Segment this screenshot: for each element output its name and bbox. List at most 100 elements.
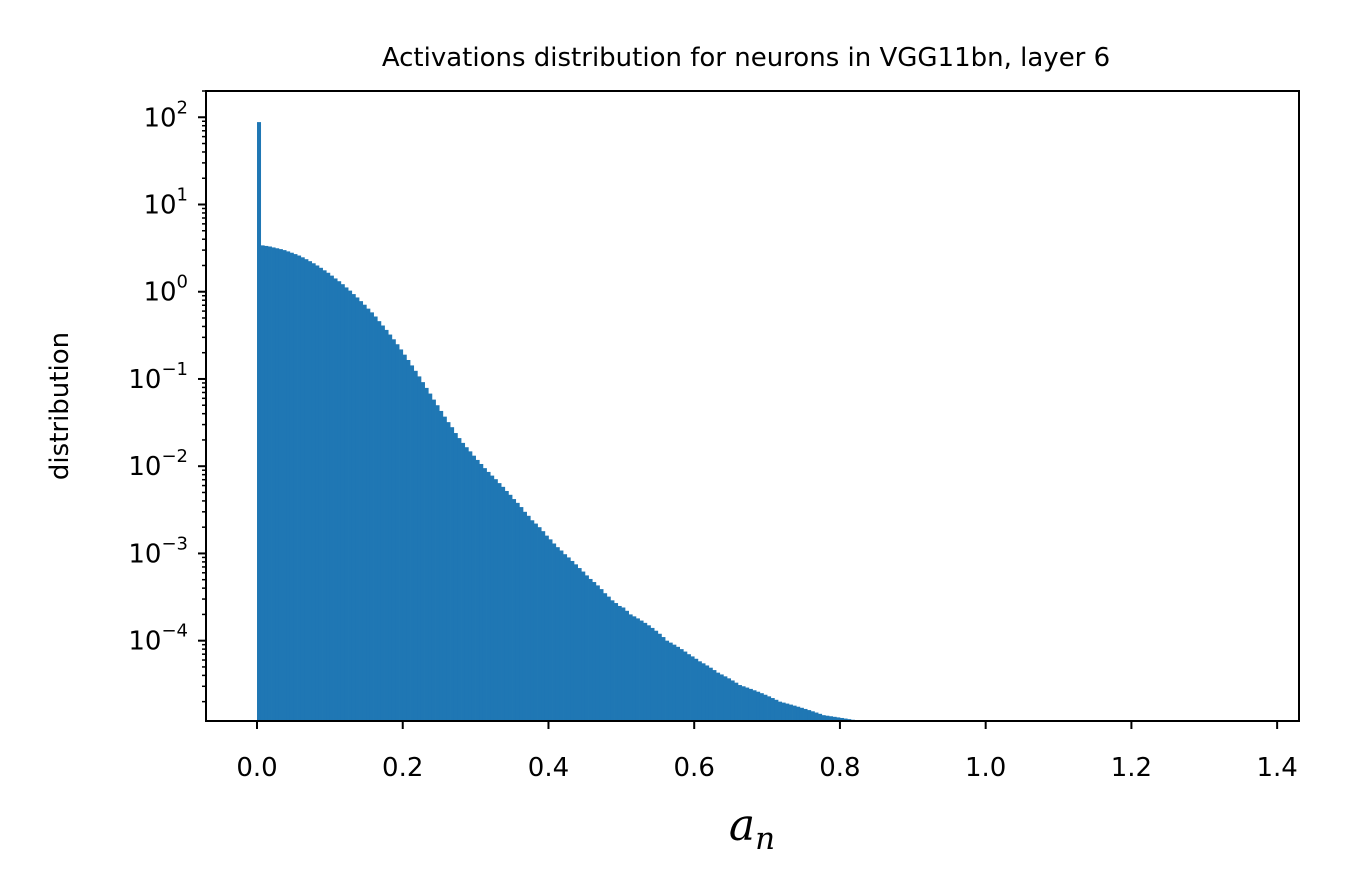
histogram-bar	[690, 656, 695, 721]
histogram-bar	[752, 690, 757, 721]
histogram-bar	[530, 520, 535, 721]
histogram-bar	[475, 459, 480, 721]
histogram-bar	[621, 607, 626, 721]
y-tick-label: 10−4	[128, 621, 188, 657]
histogram-bar	[767, 696, 772, 721]
histogram-bar	[486, 471, 491, 721]
histogram-bar	[657, 633, 662, 721]
x-tick-label: 1.0	[965, 753, 1006, 783]
histogram-bar	[723, 676, 728, 721]
histogram-bar	[533, 523, 538, 721]
histogram-bar	[646, 625, 651, 721]
histogram-bar	[792, 705, 797, 721]
histogram-bar	[380, 325, 385, 721]
histogram-bar	[391, 339, 396, 721]
y-tick-label: 100	[143, 272, 188, 308]
histogram-bar	[665, 640, 670, 721]
histogram-bar	[679, 649, 684, 721]
histogram-bar	[661, 637, 666, 721]
histogram-bar	[781, 702, 786, 721]
histogram-bar	[697, 661, 702, 721]
histogram-bar	[293, 254, 298, 721]
histogram-bar	[377, 321, 382, 721]
histogram-bar	[278, 249, 283, 722]
histogram-bar	[468, 451, 473, 721]
histogram-bar	[570, 560, 575, 721]
histogram-bar	[799, 707, 804, 721]
histogram-bar	[541, 531, 546, 721]
histogram-bar	[471, 455, 476, 721]
histogram-bar	[442, 416, 447, 721]
histogram-bar	[599, 589, 604, 721]
histogram-bar	[734, 682, 739, 721]
x-axis-label: an	[729, 800, 775, 857]
histogram-bar	[450, 427, 455, 721]
histogram-bar	[810, 711, 815, 721]
histogram-bar	[406, 359, 411, 721]
histogram-bar	[595, 585, 600, 721]
histogram-bar	[694, 658, 699, 721]
histogram-bar	[581, 571, 586, 721]
histogram-bar	[719, 674, 724, 721]
histogram-bar	[675, 646, 680, 721]
histogram-bar	[624, 610, 629, 721]
histogram-bar	[818, 713, 823, 721]
histogram-bar	[552, 543, 557, 721]
histogram-bar	[836, 717, 841, 721]
histogram-bar	[282, 250, 287, 722]
histogram-bar	[584, 575, 589, 721]
histogram-bar	[814, 712, 819, 721]
histogram-bar	[559, 550, 564, 721]
histogram-bar	[763, 694, 768, 721]
histogram-bar	[748, 688, 753, 721]
histogram-bar	[588, 578, 593, 721]
histogram-bar	[639, 620, 644, 721]
histogram-bar	[304, 259, 309, 721]
histogram-bar	[788, 704, 793, 721]
histogram-bar	[778, 701, 783, 721]
histogram-bar	[373, 316, 378, 721]
histogram-bar	[457, 438, 462, 721]
histogram-bar	[257, 122, 262, 722]
histogram-bar	[756, 691, 761, 721]
histogram-bar	[512, 499, 517, 721]
histogram-bar	[737, 685, 742, 721]
histogram-bar	[603, 593, 608, 721]
histogram-bar	[297, 255, 302, 721]
histogram-bar	[348, 290, 353, 721]
histogram-bar	[264, 245, 269, 721]
histogram-bar	[355, 297, 360, 721]
histogram-bar	[522, 511, 527, 721]
histogram-bar	[628, 614, 633, 721]
histogram-bar	[504, 490, 509, 721]
histogram-bar	[300, 257, 305, 721]
y-tick-label: 10−2	[128, 446, 188, 482]
histogram-bar	[395, 344, 400, 721]
x-tick-label: 0.8	[819, 753, 860, 783]
histogram-bar	[515, 502, 520, 721]
histogram-bar	[497, 483, 502, 721]
histogram-bar	[745, 687, 750, 721]
histogram-bar	[315, 265, 320, 721]
y-tick-label: 10−3	[128, 533, 188, 569]
histogram-bar	[410, 365, 415, 721]
histogram-bar	[708, 667, 713, 721]
histogram-bar	[712, 670, 717, 721]
histogram-bar	[566, 557, 571, 721]
histogram-bar	[632, 616, 637, 721]
y-tick-label: 101	[143, 184, 188, 220]
histogram-bar	[431, 399, 436, 721]
histogram-bar	[592, 582, 597, 721]
histogram-bar	[286, 251, 291, 721]
histogram-bar	[832, 716, 837, 721]
histogram-bar	[716, 672, 721, 721]
x-tick-label: 0.0	[236, 753, 277, 783]
histogram-bar	[770, 698, 775, 721]
histogram-bar	[329, 275, 334, 721]
histogram-bar	[672, 644, 677, 721]
histogram-bar	[399, 349, 404, 721]
histogram-bar	[635, 618, 640, 721]
histogram-bar	[428, 393, 433, 721]
